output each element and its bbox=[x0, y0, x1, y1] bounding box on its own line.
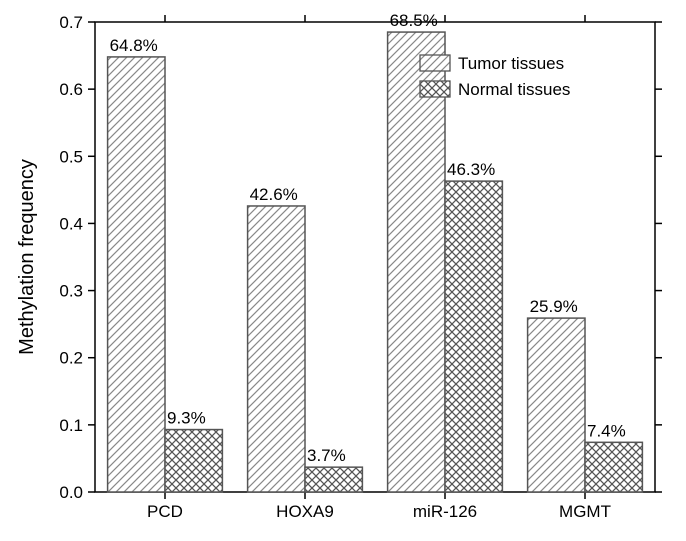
x-tick-label: MGMT bbox=[559, 502, 611, 521]
bar bbox=[445, 181, 502, 492]
y-axis-label: Methylation frequency bbox=[16, 159, 38, 355]
y-tick-label: 0.0 bbox=[59, 483, 83, 502]
legend-swatch bbox=[420, 81, 450, 97]
y-tick-label: 0.6 bbox=[59, 80, 83, 99]
bar bbox=[248, 206, 305, 492]
bar bbox=[165, 430, 222, 492]
bar-value-label: 68.5% bbox=[390, 11, 438, 30]
bar bbox=[305, 467, 362, 492]
y-tick-label: 0.2 bbox=[59, 349, 83, 368]
chart-container: 0.0 0.1 0.2 0.3 0.4 0.5 0.6 0.7 Methylation freq… bbox=[0, 0, 686, 541]
bar-value-label: 9.3% bbox=[167, 409, 206, 428]
bar-value-label: 3.7% bbox=[307, 446, 346, 465]
bar bbox=[585, 442, 642, 492]
legend-swatch bbox=[420, 55, 450, 71]
x-tick-label: HOXA9 bbox=[276, 502, 334, 521]
y-tick-label: 0.4 bbox=[59, 214, 83, 233]
y-tick-label: 0.1 bbox=[59, 416, 83, 435]
bar-value-label: 42.6% bbox=[250, 185, 298, 204]
x-tick-label: miR-126 bbox=[413, 502, 477, 521]
bar-value-label: 46.3% bbox=[447, 160, 495, 179]
bar-value-label: 64.8% bbox=[110, 36, 158, 55]
legend-label: Normal tissues bbox=[458, 80, 570, 99]
legend-label: Tumor tissues bbox=[458, 54, 564, 73]
bar-value-label: 25.9% bbox=[530, 297, 578, 316]
y-tick-label: 0.3 bbox=[59, 282, 83, 301]
bar-chart: 0.0 0.1 0.2 0.3 0.4 0.5 0.6 0.7 Methylation freq… bbox=[0, 0, 686, 541]
bar bbox=[528, 318, 585, 492]
bar bbox=[388, 32, 445, 492]
y-tick-label: 0.5 bbox=[59, 147, 83, 166]
x-tick-label: PCD bbox=[147, 502, 183, 521]
bar bbox=[108, 57, 165, 492]
y-tick-label: 0.7 bbox=[59, 13, 83, 32]
bar-value-label: 7.4% bbox=[587, 421, 626, 440]
